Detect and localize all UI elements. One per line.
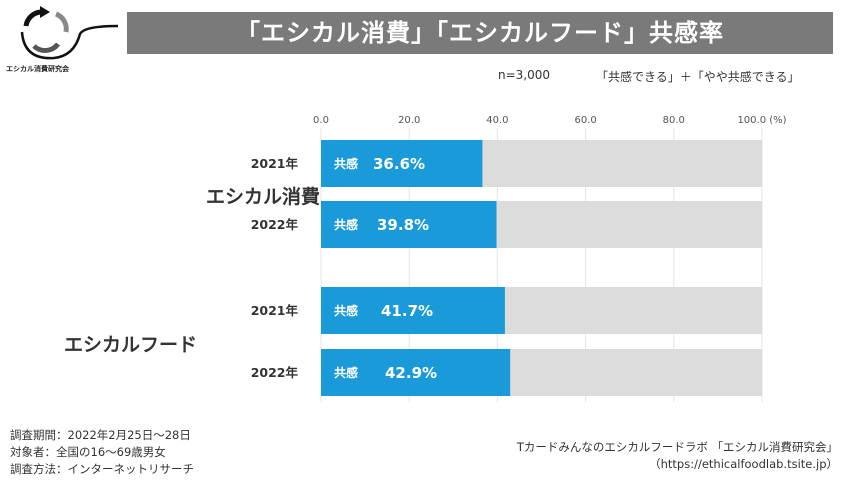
sample-size: n=3,000 (498, 68, 551, 82)
bar-prefix: 共感 (334, 365, 358, 380)
survey-target: 対象者：全国の16～69歳男女 (10, 445, 166, 459)
data-label: 42.9% (385, 364, 437, 382)
page-title: 「エシカル消費」「エシカルフード」共感率 (127, 12, 833, 54)
bar (321, 349, 511, 396)
source-url[interactable]: （https://ethicalfoodlab.tsite.jp） (649, 457, 838, 471)
bar (321, 201, 497, 248)
tick-label: 20.0 (398, 115, 420, 126)
bar-prefix: 共感 (334, 156, 358, 171)
source: Tカードみんなのエシカルフードラボ 「エシカル消費研究会」 (516, 440, 838, 454)
year-label: 2022年 (251, 365, 299, 380)
tick-label: 100.0 (%) (737, 115, 786, 126)
data-label: 39.8% (377, 216, 429, 234)
group-label: エシカルフード (64, 334, 198, 356)
bar (321, 287, 505, 334)
bar (321, 140, 483, 187)
data-label: 41.7% (381, 302, 433, 320)
logo-icon (20, 6, 119, 60)
tick-label: 0.0 (313, 115, 329, 126)
tick-label: 40.0 (486, 115, 508, 126)
year-label: 2021年 (251, 303, 299, 318)
tick-label: 80.0 (663, 115, 685, 126)
survey-method: 調査方法：インターネットリサーチ (10, 462, 194, 476)
survey-period: 調査期間：2022年2月25日～28日 (10, 428, 191, 442)
group-label: エシカル消費 (206, 186, 321, 208)
data-label: 36.6% (373, 155, 425, 173)
year-label: 2022年 (251, 217, 299, 232)
tick-label: 60.0 (574, 115, 596, 126)
bar-prefix: 共感 (334, 217, 358, 232)
bar-prefix: 共感 (334, 303, 358, 318)
year-label: 2021年 (251, 156, 299, 171)
legend-note: 「共感できる」＋「やや共感できる」 (596, 70, 800, 84)
logo-text: エシカル消費研究会 (6, 65, 69, 73)
